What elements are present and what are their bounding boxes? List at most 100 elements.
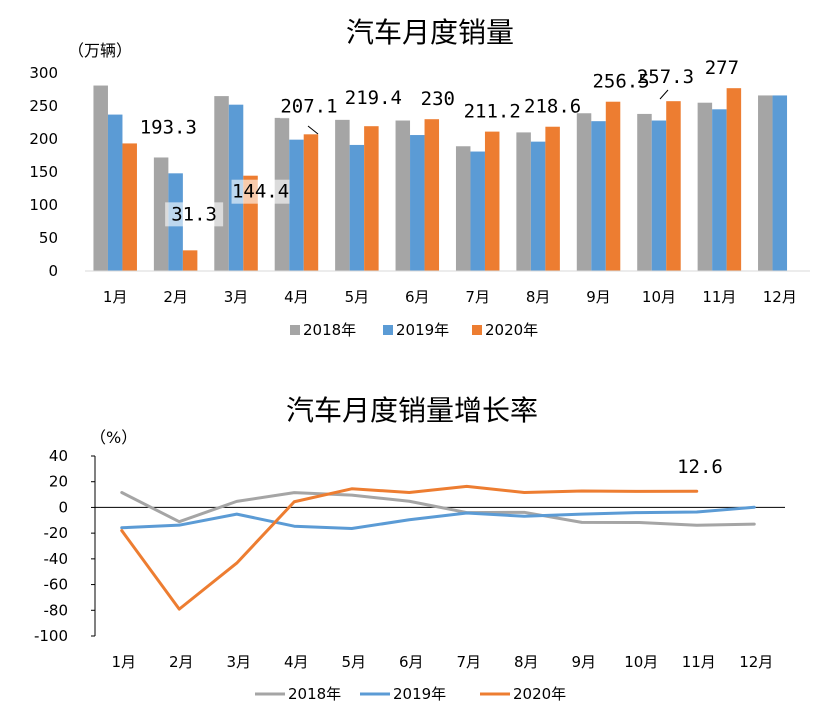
bar-data-label: 144.4 — [232, 181, 289, 203]
bar-2019年-5月 — [349, 144, 365, 271]
bar-legend-label: 2018年 — [303, 321, 356, 339]
bar-2020年-11月 — [726, 88, 742, 272]
line-y-tick-label: -60 — [44, 576, 69, 594]
bar-y-tick-label: 0 — [48, 262, 58, 280]
bar-y-tick-label: 300 — [29, 64, 58, 82]
bar-chart-legend: 2018年 2019年 2020年 — [290, 321, 538, 339]
line-x-tick-label: 8月 — [514, 653, 539, 671]
bar-2019年-7月 — [470, 151, 485, 271]
line-x-tick-label: 9月 — [571, 653, 596, 671]
line-chart-legend: 2018年 2019年 2020年 — [255, 685, 566, 703]
bar-2020年-4月 — [303, 134, 319, 271]
line-series-2018年 — [120, 491, 756, 527]
bar-2020年-2月 — [182, 250, 198, 271]
line-chart-y-unit: （%） — [90, 428, 137, 447]
bar-2018年-7月 — [455, 146, 471, 271]
bar-2019年-11月 — [712, 109, 727, 271]
bar-2020年-5月 — [364, 126, 379, 271]
line-x-tick-label: 5月 — [341, 653, 366, 671]
bar-chart-y-unit: （万辆） — [68, 41, 132, 60]
line-y-tick-label: 20 — [49, 473, 68, 491]
bar-x-tick-label: 2月 — [163, 288, 188, 306]
bar-x-tick-label: 6月 — [405, 288, 430, 306]
bar-x-tick-label: 7月 — [465, 288, 490, 306]
line-chart-x-ticks: 1月 2月 3月 4月 5月 6月 7月 8月 9月 10月 11月 12月 — [111, 653, 773, 671]
line-chart-series — [120, 484, 756, 611]
line-y-tick-label: 40 — [49, 447, 68, 465]
bar-x-tick-label: 8月 — [526, 288, 551, 306]
bar-2020年-9月 — [605, 101, 621, 272]
bar-x-tick-label: 1月 — [103, 288, 128, 306]
data-label-leader-line — [307, 125, 319, 135]
line-data-label: 12.6 — [677, 456, 723, 478]
bar-2020年-7月 — [484, 131, 500, 271]
bar-x-tick-label: 3月 — [224, 288, 249, 306]
bar-legend-swatch — [383, 325, 393, 335]
line-chart-y-ticks: -100 -80 -60 -40 -20 0 20 40 — [34, 447, 95, 645]
bar-2018年-2月 — [153, 157, 169, 271]
line-y-tick-label: -20 — [44, 524, 69, 542]
bar-data-label: 257.3 — [637, 66, 694, 88]
line-chart-data-labels: 12.6 — [677, 456, 723, 478]
line-x-tick-label: 2月 — [169, 653, 194, 671]
bar-legend-label: 2020年 — [485, 321, 538, 339]
data-label-bg — [231, 179, 290, 204]
bar-data-label: 207.1 — [280, 95, 337, 117]
bar-2018年-8月 — [516, 132, 531, 271]
line-x-tick-label: 10月 — [624, 653, 658, 671]
bar-x-tick-label: 12月 — [763, 288, 797, 306]
line-y-tick-label: -80 — [44, 601, 69, 619]
bar-2019年-8月 — [530, 141, 546, 271]
bar-2020年-10月 — [666, 101, 681, 271]
bar-y-tick-label: 250 — [29, 97, 58, 115]
bar-legend-label: 2019年 — [396, 321, 449, 339]
bar-2019年-10月 — [651, 120, 667, 272]
bar-2019年-1月 — [107, 114, 123, 271]
bar-2018年-3月 — [214, 96, 229, 271]
line-x-tick-label: 12月 — [739, 653, 773, 671]
data-label-bg — [279, 94, 338, 119]
bar-2020年-6月 — [424, 119, 440, 271]
bar-chart-data-labels: 193.3 31.3 144.4 207.1 219.4 230 211.2 218.6 256… — [140, 57, 739, 227]
line-x-tick-label: 6月 — [399, 653, 424, 671]
bar-2020年-1月 — [122, 143, 137, 271]
line-x-tick-label: 7月 — [456, 653, 481, 671]
line-series-2020年 — [120, 484, 699, 611]
bar-data-label: 277 — [705, 57, 739, 79]
bar-2018年-10月 — [637, 113, 652, 271]
bar-data-label: 211.2 — [464, 101, 521, 123]
bar-2018年-5月 — [335, 119, 350, 271]
bar-x-tick-label: 10月 — [642, 288, 676, 306]
bar-2019年-6月 — [410, 135, 425, 271]
line-legend-label: 2019年 — [393, 685, 446, 703]
bar-data-label: 193.3 — [140, 116, 197, 138]
bar-2018年-12月 — [758, 95, 773, 271]
bar-x-tick-label: 11月 — [702, 288, 736, 306]
bar-y-tick-label: 50 — [39, 229, 58, 247]
bar-data-label: 31.3 — [171, 203, 217, 225]
line-x-tick-label: 11月 — [682, 653, 716, 671]
bar-legend-swatch — [472, 325, 482, 335]
bar-2019年-4月 — [289, 139, 304, 271]
bar-2019年-12月 — [772, 95, 788, 271]
line-x-tick-label: 4月 — [284, 653, 309, 671]
data-label-bg — [344, 86, 403, 111]
bar-y-tick-label: 200 — [29, 130, 58, 148]
bar-legend-swatch — [290, 325, 300, 335]
bar-y-tick-label: 150 — [29, 163, 58, 181]
bar-2018年-9月 — [576, 113, 592, 271]
data-label-bg — [165, 202, 224, 227]
line-x-tick-label: 3月 — [226, 653, 251, 671]
bar-2018年-1月 — [93, 85, 108, 271]
bar-x-tick-label: 9月 — [586, 288, 611, 306]
bar-y-tick-label: 100 — [29, 196, 58, 214]
bar-data-label: 218.6 — [524, 96, 581, 118]
line-y-tick-label: 0 — [58, 498, 68, 516]
line-y-tick-label: -100 — [34, 627, 68, 645]
line-chart-title: 汽车月度销量增长率 — [286, 394, 538, 427]
bar-2018年-6月 — [395, 120, 411, 272]
bar-2020年-8月 — [545, 126, 560, 271]
bar-2019年-9月 — [591, 121, 606, 272]
line-x-tick-label: 1月 — [111, 653, 136, 671]
